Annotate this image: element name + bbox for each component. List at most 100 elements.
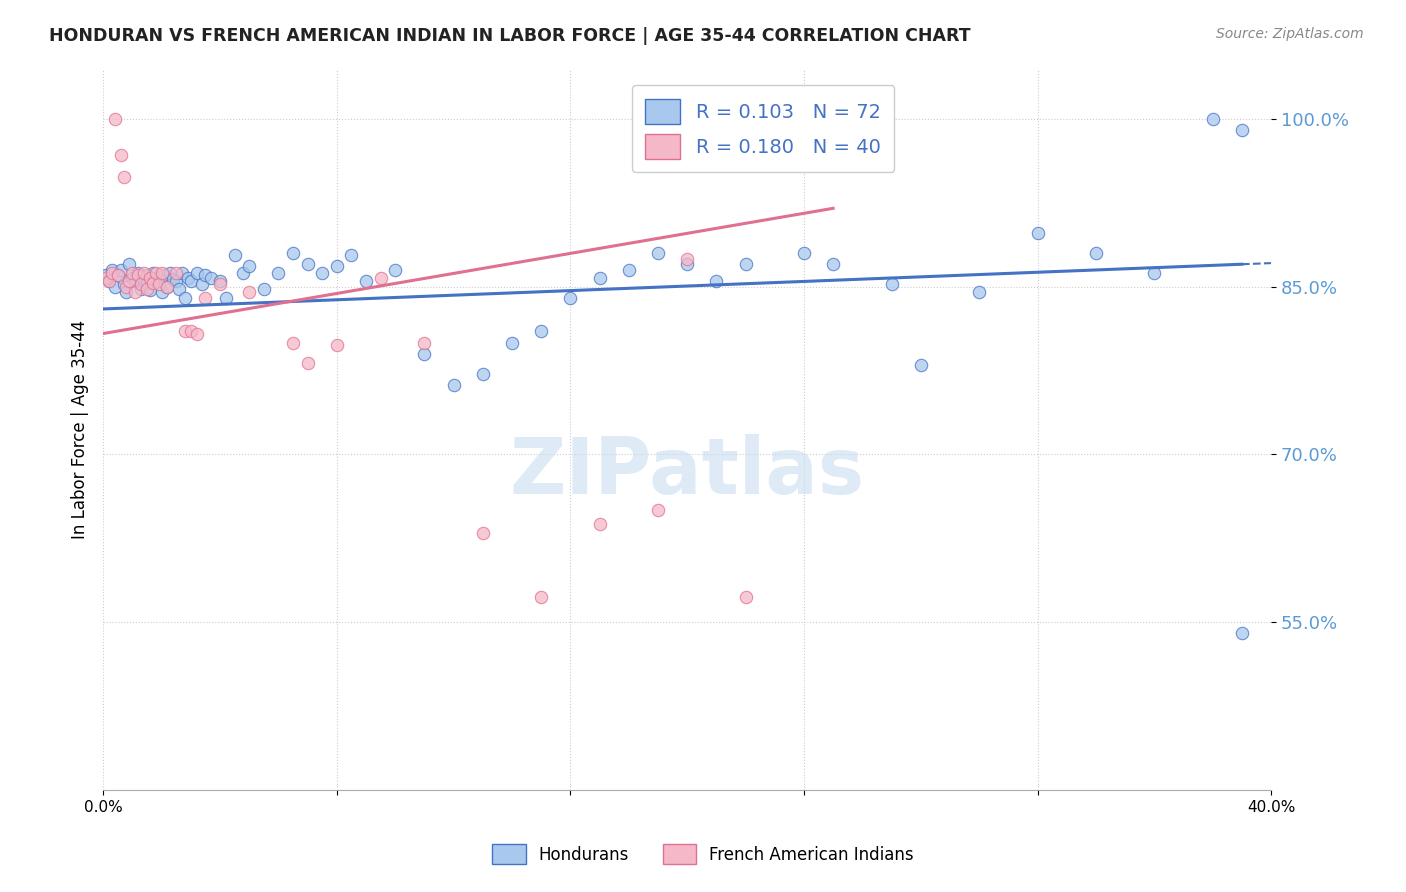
Legend: Hondurans, French American Indians: Hondurans, French American Indians (485, 838, 921, 871)
Point (823, 123, 845, 137)
Point (148, 277, 170, 292)
Point (127, 268, 149, 283)
Point (311, 266, 333, 280)
Legend: R = 0.103   N = 72, R = 0.180   N = 40: R = 0.103 N = 72, R = 0.180 N = 40 (631, 86, 894, 172)
Point (165, 274, 187, 288)
Point (110, 262, 132, 277)
Text: HONDURAN VS FRENCH AMERICAN INDIAN IN LABOR FORCE | AGE 35-44 CORRELATION CHART: HONDURAN VS FRENCH AMERICAN INDIAN IN LA… (49, 27, 970, 45)
Point (136, 277, 159, 291)
Point (98, 274, 121, 288)
Point (94, 268, 117, 283)
Point (139, 270, 162, 285)
Point (281, 335, 304, 350)
Point (129, 282, 152, 296)
Point (253, 282, 276, 296)
Point (588, 270, 610, 285)
Point (159, 266, 181, 280)
Point (297, 356, 319, 370)
Point (194, 291, 217, 305)
Y-axis label: In Labor Force | Age 35-44: In Labor Force | Age 35-44 (72, 319, 89, 539)
Point (588, 516, 610, 531)
Point (232, 266, 254, 280)
Point (173, 324, 195, 338)
Point (676, 252, 699, 266)
Point (471, 367, 494, 381)
Point (530, 324, 553, 338)
Point (238, 260, 260, 274)
Point (150, 266, 173, 280)
Point (104, 112, 127, 126)
Point (173, 291, 195, 305)
Point (413, 347, 436, 361)
Point (224, 248, 246, 262)
Point (110, 147, 132, 161)
Point (101, 262, 124, 277)
Point (215, 291, 238, 305)
Point (115, 285, 138, 300)
Point (793, 246, 815, 260)
Point (281, 246, 304, 260)
Point (121, 266, 143, 280)
Point (180, 274, 202, 288)
Point (180, 324, 202, 338)
Point (94, 270, 117, 285)
Point (186, 326, 208, 341)
Point (325, 337, 347, 351)
Point (107, 268, 129, 283)
Point (530, 591, 553, 605)
Point (115, 279, 138, 293)
Text: Source: ZipAtlas.com: Source: ZipAtlas.com (1216, 27, 1364, 41)
Point (104, 279, 127, 293)
Point (156, 279, 179, 293)
Point (1143, 266, 1166, 280)
Point (170, 266, 193, 280)
Point (647, 503, 669, 517)
Point (145, 270, 167, 285)
Point (1026, 226, 1049, 240)
Point (124, 285, 146, 300)
Point (880, 277, 903, 292)
Point (177, 270, 200, 285)
Point (734, 257, 756, 271)
Point (136, 282, 159, 296)
Point (162, 272, 184, 286)
Point (156, 279, 179, 293)
Point (647, 246, 669, 260)
Point (98, 274, 121, 288)
Point (297, 257, 319, 271)
Point (121, 270, 143, 285)
Point (167, 282, 190, 296)
Point (107, 268, 129, 283)
Point (142, 277, 165, 291)
Point (1230, 123, 1253, 137)
Point (142, 266, 165, 280)
Point (118, 257, 141, 271)
Point (191, 277, 214, 292)
Point (132, 266, 155, 280)
Point (560, 291, 582, 305)
Point (132, 274, 155, 288)
Point (1230, 626, 1253, 640)
Point (208, 277, 231, 292)
Point (823, 257, 845, 271)
Point (112, 169, 135, 184)
Point (208, 274, 231, 288)
Point (112, 277, 135, 292)
Point (267, 266, 290, 280)
Point (129, 277, 152, 292)
Point (617, 262, 640, 277)
Point (340, 248, 363, 262)
Point (153, 268, 176, 283)
Point (501, 335, 523, 350)
Point (238, 285, 260, 300)
Point (127, 266, 149, 280)
Point (471, 525, 494, 540)
Point (1202, 112, 1225, 126)
Point (704, 274, 727, 288)
Point (186, 266, 208, 280)
Point (194, 268, 217, 283)
Point (136, 268, 159, 283)
Point (200, 270, 222, 285)
Point (118, 274, 141, 288)
Point (967, 285, 990, 300)
